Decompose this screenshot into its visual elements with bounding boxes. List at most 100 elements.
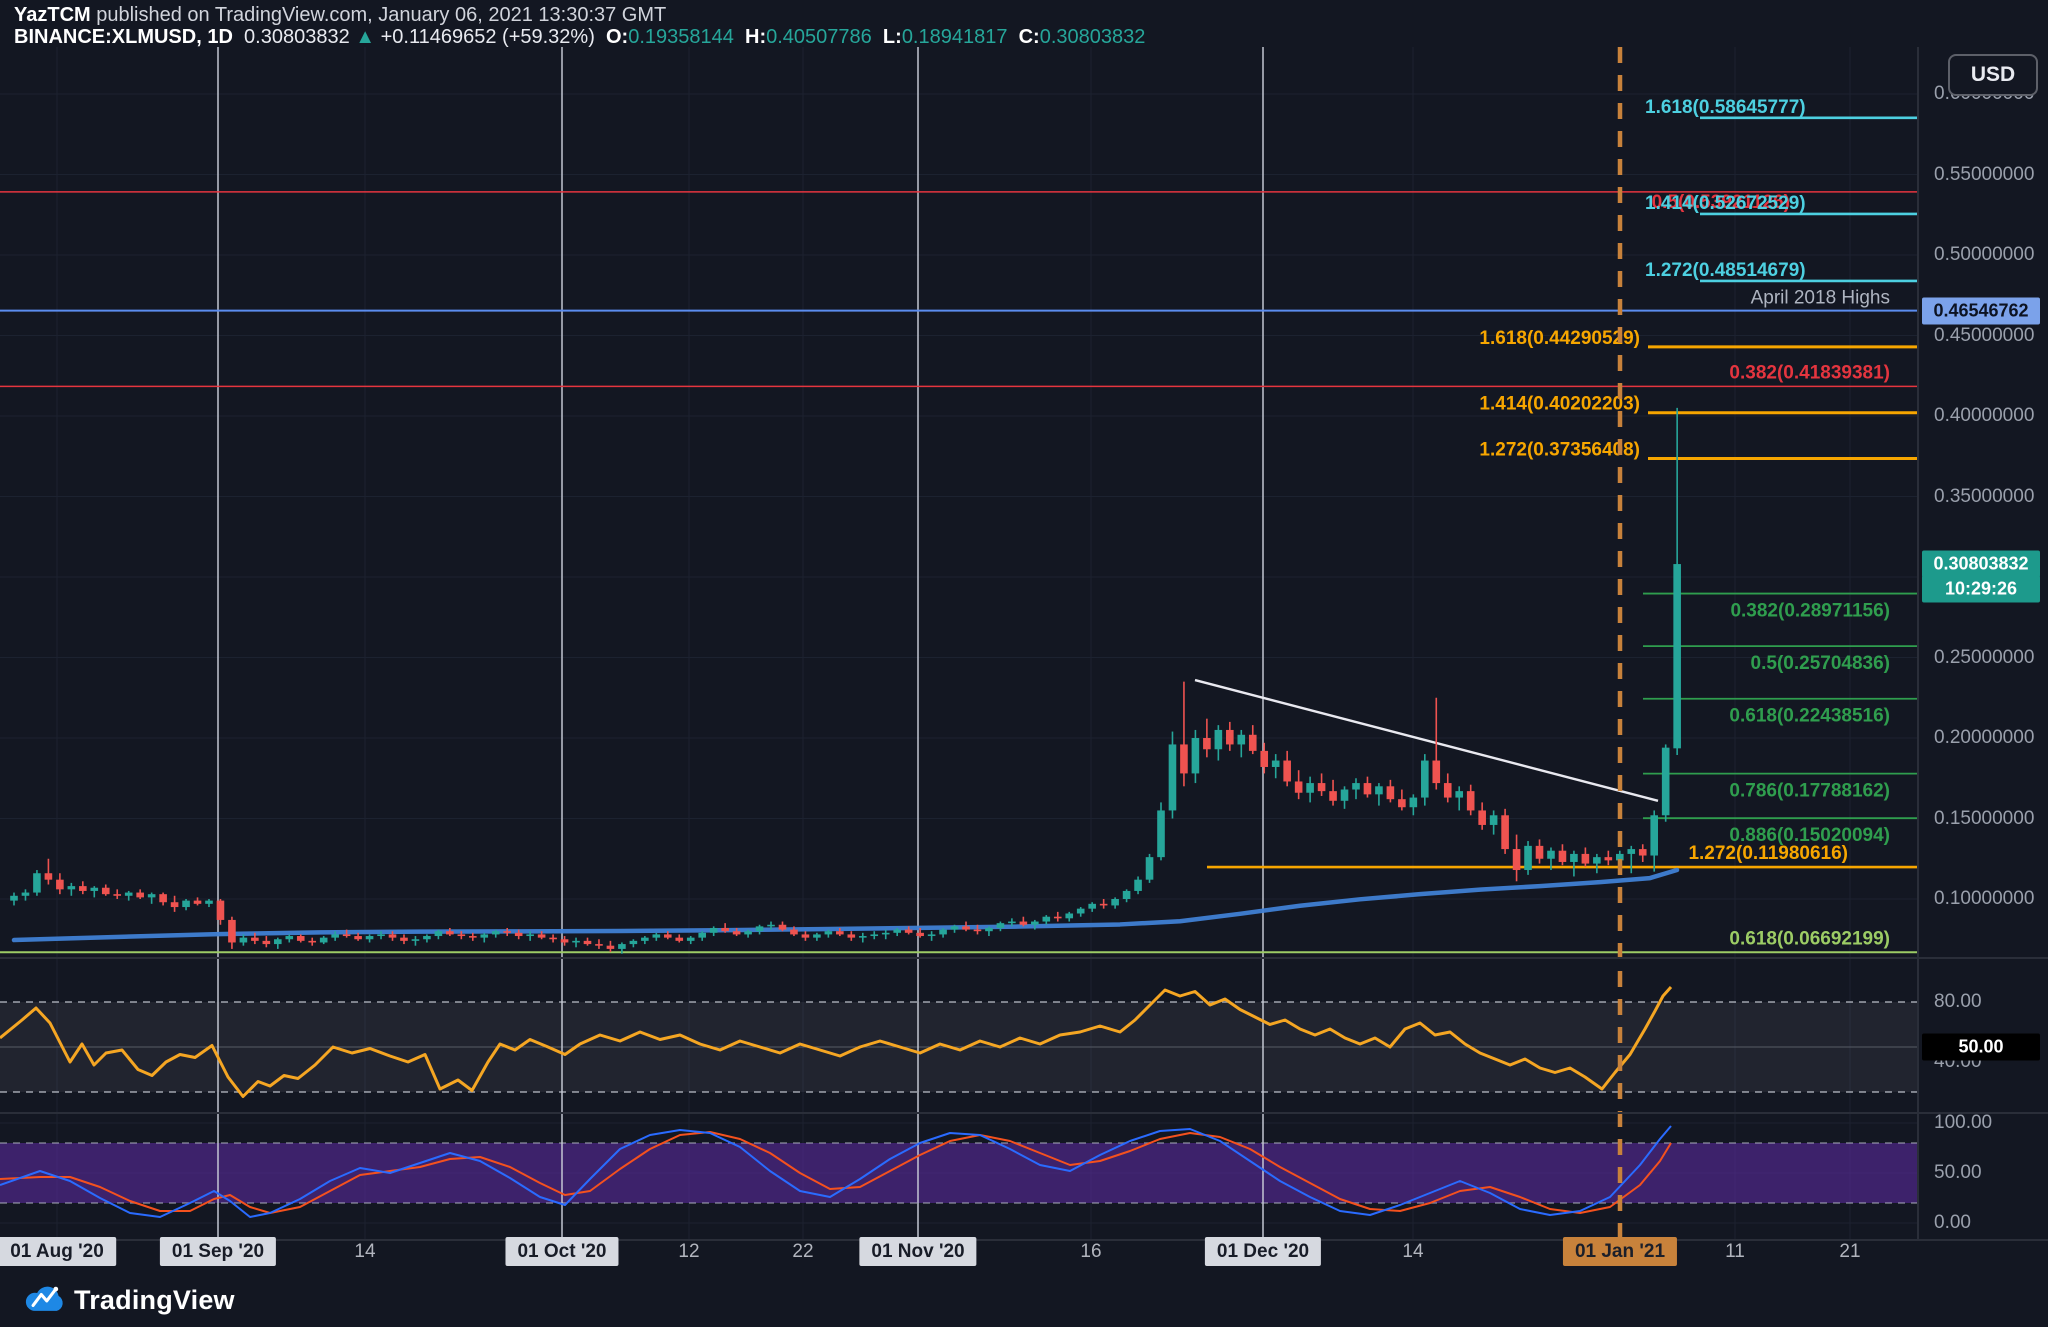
candle-body: [1237, 734, 1246, 745]
candle-body: [446, 931, 454, 935]
candle-body: [1363, 783, 1372, 795]
candle-body: [1065, 913, 1074, 919]
candle-body: [1180, 744, 1188, 774]
candle-body: [1375, 786, 1383, 795]
level-label: 1.272(0.37356408): [1479, 440, 1640, 461]
year-watermark: 2021: [1572, 1243, 1622, 1268]
candle-body: [1616, 853, 1624, 861]
candle-body: [147, 894, 156, 898]
candle-body: [216, 900, 225, 920]
level-label: 0.5(0.53921126): [1652, 192, 1790, 213]
candle-body: [744, 931, 752, 935]
stoch-band: [0, 1143, 1918, 1203]
candle-body: [1111, 899, 1119, 906]
candle-body: [1008, 921, 1016, 924]
level-label: 0.382(0.28971156): [1730, 601, 1890, 622]
tradingview-branding[interactable]: TradingView: [24, 1280, 235, 1320]
stoch-d-line: [0, 1131, 1672, 1214]
symbol-name[interactable]: BINANCE:XLMUSD, 1D: [14, 26, 233, 48]
low-value: 0.18941817: [901, 26, 1008, 48]
candle-body: [858, 936, 867, 938]
candle-body: [423, 936, 431, 940]
candle-body: [377, 934, 385, 937]
candle-body: [560, 939, 569, 943]
candle-body: [400, 937, 408, 941]
candle-body: [1306, 783, 1314, 793]
author-name: YazTCM: [14, 4, 91, 26]
candle-body: [870, 934, 879, 937]
candle-body: [308, 940, 317, 943]
level-label: 1.414(0.40202203): [1479, 394, 1640, 415]
candle-body: [973, 929, 982, 932]
candle-body: [1340, 789, 1349, 801]
currency-toggle-button[interactable]: USD: [1948, 54, 2038, 96]
candle-body: [629, 940, 638, 945]
candle-body: [663, 934, 672, 938]
candle-body: [79, 886, 87, 891]
candle-body: [583, 940, 592, 945]
candle-body: [881, 932, 890, 935]
candle-body: [778, 924, 787, 930]
candle-body: [1547, 850, 1555, 859]
candle-body: [67, 886, 76, 890]
candle-body: [503, 931, 512, 933]
moving-average-line: [11, 867, 1680, 943]
stoch-k-line: [0, 1125, 1672, 1218]
candle-body: [193, 900, 202, 904]
candle-body: [228, 919, 236, 943]
candle-body: [239, 937, 248, 943]
candle-body: [1076, 908, 1085, 914]
candle-body: [595, 944, 603, 946]
candle-body: [641, 937, 649, 941]
tradingview-logo-icon: [25, 1286, 63, 1311]
candle-body: [1421, 760, 1429, 798]
candle-body: [1512, 849, 1521, 871]
publish-line: YazTCM published on TradingView.com, Jan…: [14, 4, 1145, 26]
candle-body: [434, 931, 443, 937]
level-label: 1.272(0.11980616): [1688, 843, 1848, 864]
candle-body: [950, 926, 959, 930]
close-value: 0.30803832: [1039, 26, 1146, 48]
candle-body: [962, 926, 970, 930]
candle-body: [170, 902, 179, 908]
level-label: 1.272(0.48514679): [1645, 260, 1806, 281]
brand-name: TradingView: [74, 1284, 235, 1315]
level-label: 1.618(0.44290529): [1479, 328, 1640, 349]
level-label: 0.618(0.06692199): [1729, 928, 1890, 949]
descending-trendline: [1194, 678, 1659, 802]
candle-body: [709, 927, 718, 933]
candle-body: [1455, 791, 1464, 798]
level-label: 1.414(0.52672529): [1645, 193, 1806, 214]
last-price: 0.30803832: [244, 26, 350, 48]
candle-body: [927, 934, 936, 937]
candle-body: [526, 934, 534, 937]
level-label: April 2018 Highs: [1751, 288, 1890, 309]
candle-body: [90, 887, 99, 891]
candle-body: [790, 929, 798, 935]
candle-body: [1593, 857, 1601, 864]
candle-body: [1432, 760, 1441, 784]
candle-body: [1558, 850, 1567, 862]
candle-body: [1443, 783, 1452, 798]
candle-body: [124, 892, 133, 896]
level-label: 0.5(0.25704836): [1751, 653, 1890, 674]
candle-body: [251, 937, 259, 941]
open-value: 0.19358144: [628, 26, 734, 48]
candle-body: [44, 873, 53, 880]
candle-body: [1088, 903, 1096, 909]
candle-body: [274, 939, 282, 945]
candle-body: [319, 937, 328, 943]
candle-body: [618, 944, 626, 949]
candle-body: [457, 934, 466, 937]
candle-body: [813, 934, 821, 938]
candle-body: [836, 931, 844, 935]
candle-body: [1501, 815, 1509, 850]
candle-body: [113, 894, 122, 896]
candle-body: [1489, 815, 1498, 825]
symbol-legend[interactable]: BINANCE:XLMUSD, 1D 0.30803832 ▲ +0.11469…: [14, 26, 1145, 48]
candle-body: [1226, 729, 1234, 745]
candle-body: [1581, 853, 1590, 864]
candle-body: [182, 900, 190, 908]
